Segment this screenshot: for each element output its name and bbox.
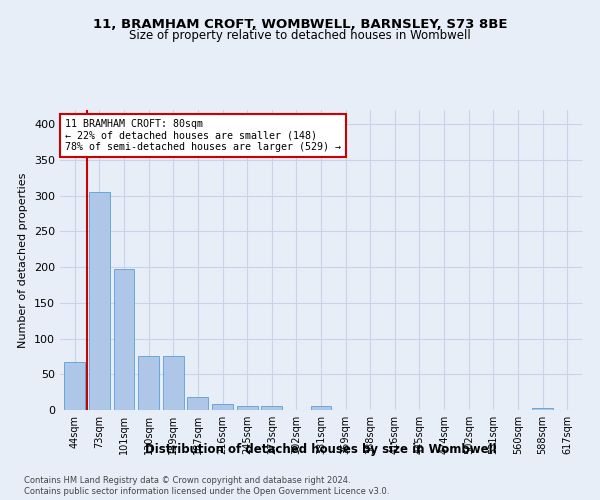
Bar (187, 397, 208, 410)
Y-axis label: Number of detached properties: Number of detached properties (19, 172, 28, 348)
Text: Size of property relative to detached houses in Wombwell: Size of property relative to detached ho… (129, 29, 471, 42)
Text: Contains HM Land Registry data © Crown copyright and database right 2024.: Contains HM Land Registry data © Crown c… (24, 476, 350, 485)
Text: 11, BRAMHAM CROFT, WOMBWELL, BARNSLEY, S73 8BE: 11, BRAMHAM CROFT, WOMBWELL, BARNSLEY, S… (93, 18, 507, 30)
Bar (138, 356, 159, 410)
Text: Distribution of detached houses by size in Wombwell: Distribution of detached houses by size … (145, 442, 497, 456)
Bar (89, 192, 110, 410)
Bar (532, 408, 553, 410)
Text: 11 BRAMHAM CROFT: 80sqm
← 22% of detached houses are smaller (148)
78% of semi-d: 11 BRAMHAM CROFT: 80sqm ← 22% of detache… (65, 119, 341, 152)
Text: Contains public sector information licensed under the Open Government Licence v3: Contains public sector information licen… (24, 487, 389, 496)
Bar (261, 406, 282, 410)
Bar (311, 406, 331, 410)
Bar (212, 404, 233, 410)
Bar (113, 268, 134, 410)
Bar (64, 362, 85, 410)
Bar (163, 356, 184, 410)
Bar (236, 406, 257, 410)
